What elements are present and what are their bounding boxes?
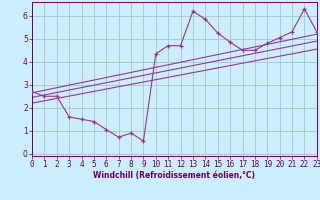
X-axis label: Windchill (Refroidissement éolien,°C): Windchill (Refroidissement éolien,°C) [93, 171, 255, 180]
